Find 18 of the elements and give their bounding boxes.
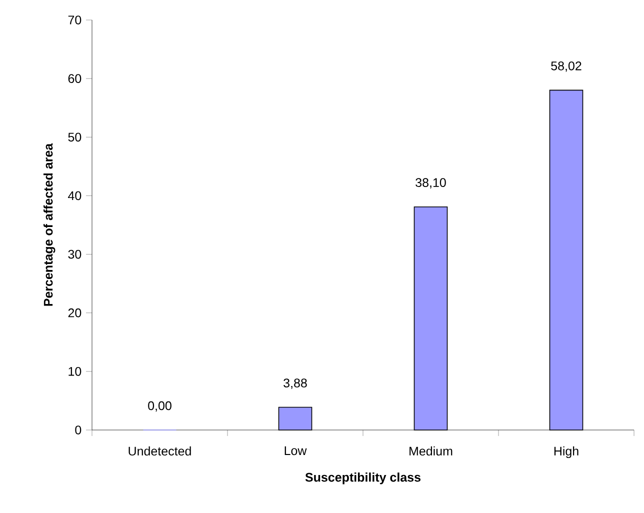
data-label: 38,10 — [416, 178, 446, 188]
y-tick-label: 30 — [68, 250, 82, 259]
y-tick-label: 70 — [68, 16, 82, 24]
data-label: 3,88 — [284, 378, 307, 389]
y-tick-label: 20 — [68, 308, 82, 318]
y-tick-label: 40 — [68, 191, 82, 200]
y-tick-label: 50 — [68, 132, 82, 142]
x-axis-title: Susceptibility class — [305, 472, 420, 484]
y-tick-label: 60 — [68, 74, 82, 83]
y-axis-title: Percentage of affected area — [43, 143, 56, 306]
y-tick-label: 0 — [75, 426, 82, 434]
data-label: 58,02 — [551, 61, 582, 72]
x-tick-label: High — [554, 446, 578, 458]
y-tick-label: 10 — [68, 366, 82, 376]
x-tick-label: Medium — [410, 446, 452, 456]
data-label: 0,00 — [148, 401, 172, 412]
x-tick-label: Low — [284, 446, 307, 456]
x-tick-label: Undetected — [128, 446, 191, 456]
